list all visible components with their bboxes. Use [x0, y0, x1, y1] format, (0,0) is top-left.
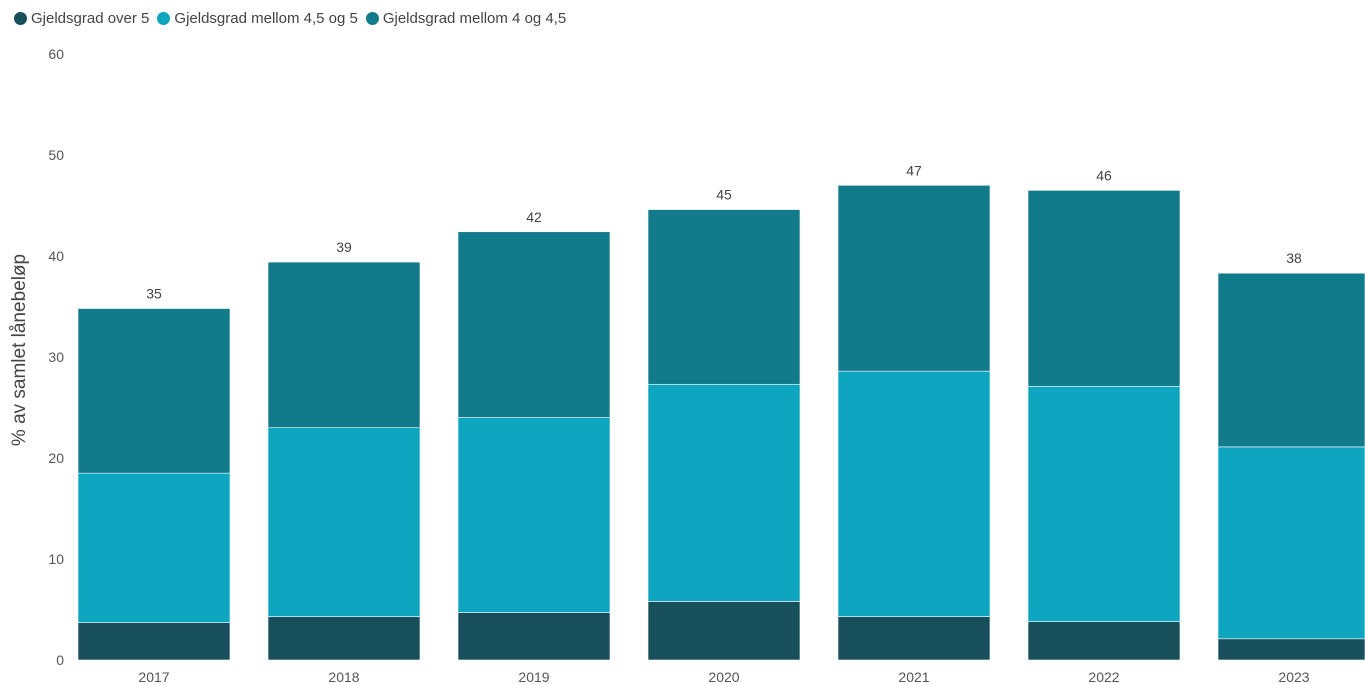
bar-total-label: 35: [146, 286, 162, 302]
chart-legend: Gjeldsgrad over 5 Gjeldsgrad mellom 4,5 …: [14, 10, 566, 27]
bar-segment: [1217, 446, 1365, 640]
bar-segment: [457, 231, 611, 418]
bar-segment: [77, 308, 231, 474]
x-tick-label: 2023: [1278, 669, 1309, 685]
bar-segment: [457, 417, 611, 613]
bar-segment: [267, 616, 421, 661]
y-tick-label: 0: [56, 652, 64, 668]
bar-segment: [1217, 272, 1365, 448]
bar-total-label: 45: [716, 187, 732, 203]
bar-total-label: 42: [526, 209, 542, 225]
y-tick-label: 50: [48, 147, 64, 163]
x-tick-label: 2019: [518, 669, 549, 685]
bar-segment: [647, 209, 801, 385]
legend-swatch-icon: [157, 12, 171, 25]
bar-segment: [837, 616, 991, 661]
bar-segment: [1217, 638, 1365, 661]
bar-total-label: 39: [336, 239, 352, 255]
x-tick-label: 2018: [328, 669, 359, 685]
legend-item-4-5-to-5[interactable]: Gjeldsgrad mellom 4,5 og 5: [157, 10, 358, 27]
bar-segment: [1027, 621, 1181, 661]
y-tick-label: 20: [48, 450, 64, 466]
x-tick-label: 2022: [1088, 669, 1119, 685]
bar-segment: [457, 612, 611, 661]
bar-total-label: 46: [1096, 167, 1112, 183]
bar-segment: [647, 383, 801, 602]
bar-segment: [1027, 190, 1181, 387]
legend-swatch-icon: [365, 12, 379, 25]
bar-segment: [267, 261, 421, 428]
legend-item-4-to-4-5[interactable]: Gjeldsgrad mellom 4 og 4,5: [365, 10, 567, 27]
x-tick-label: 2017: [138, 669, 169, 685]
legend-label: Gjeldsgrad mellom 4,5 og 5: [174, 10, 358, 27]
y-tick-label: 60: [48, 46, 64, 62]
legend-swatch-icon: [14, 12, 27, 25]
bar-segment: [837, 185, 991, 372]
legend-label: Gjeldsgrad over 5: [31, 10, 150, 27]
bar-segment: [267, 427, 421, 617]
bar-segment: [837, 370, 991, 617]
bar-total-label: 38: [1286, 250, 1302, 266]
bar-segment: [77, 622, 231, 661]
y-tick-label: 10: [48, 551, 64, 567]
x-tick-label: 2020: [708, 669, 739, 685]
x-tick-label: 2021: [898, 669, 929, 685]
legend-label: Gjeldsgrad mellom 4 og 4,5: [382, 10, 567, 27]
bar-total-label: 47: [906, 162, 922, 178]
legend-item-over-5[interactable]: Gjeldsgrad over 5: [14, 10, 149, 27]
y-tick-label: 30: [48, 349, 64, 365]
bar-segment: [647, 601, 801, 661]
y-tick-label: 40: [48, 248, 64, 264]
bar-segment: [77, 472, 231, 623]
bar-segment: [1027, 385, 1181, 622]
